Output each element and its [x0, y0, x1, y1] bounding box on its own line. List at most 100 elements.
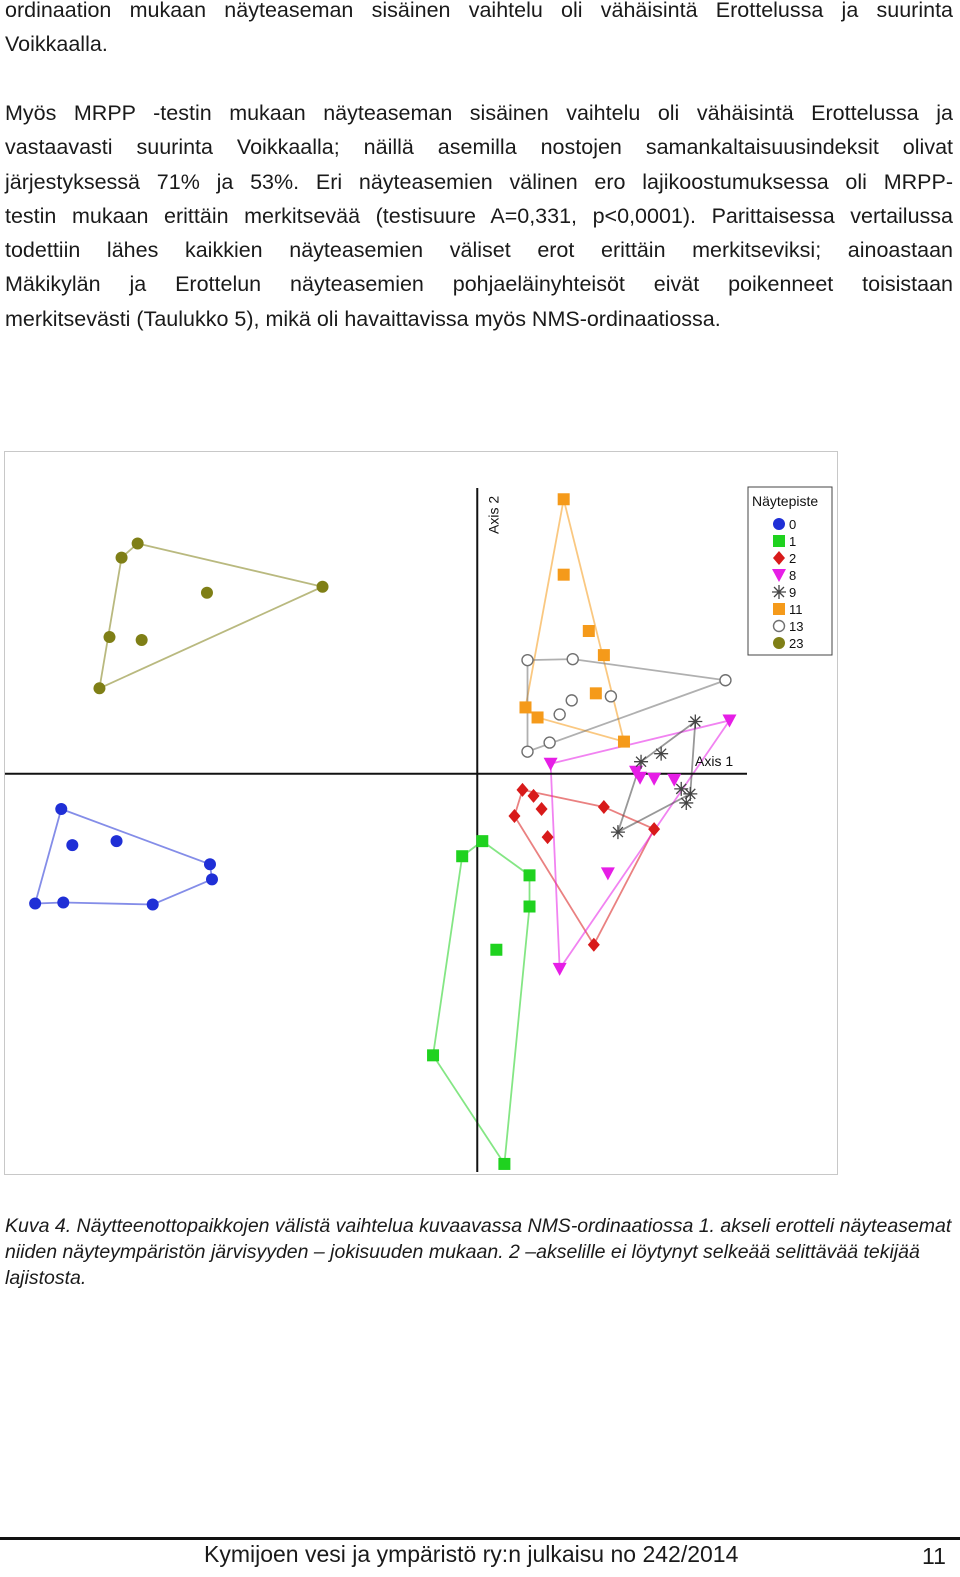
point-series-0 [205, 873, 218, 886]
point-series-0 [57, 896, 70, 909]
points-layer [29, 493, 737, 1170]
point-series-2 [648, 822, 661, 837]
text-line: testin mukaan erittäin merkitsevää (test… [5, 203, 953, 228]
intro-paragraph: ordinaation mukaan näyteaseman sisäinen … [5, 0, 953, 62]
point-series-1 [476, 835, 489, 848]
point-series-23 [131, 537, 144, 550]
point-series-9 [610, 825, 625, 840]
point-series-9 [679, 795, 694, 810]
point-series-23 [200, 586, 213, 599]
legend-marker-11 [773, 603, 785, 615]
axes-layer: Axis 2 Axis 1 [5, 488, 747, 1172]
point-series-9 [674, 781, 689, 796]
point-series-11 [557, 493, 570, 506]
point-series-9 [654, 746, 669, 761]
legend-marker-0 [773, 518, 785, 530]
page-number: 11 [922, 1543, 946, 1569]
legend-marker-1 [773, 535, 785, 547]
legend-label-13: 13 [789, 619, 803, 634]
legend-marker-2 [773, 551, 785, 565]
point-series-8 [647, 772, 662, 786]
point-series-8 [543, 757, 558, 771]
hull-layer [33, 499, 732, 1167]
point-series-11 [582, 624, 595, 637]
point-series-0 [203, 858, 216, 871]
figure-caption: Kuva 4. Näytteenottopaikkojen välistä va… [5, 1215, 952, 1289]
point-series-23 [135, 634, 148, 647]
point-series-2 [541, 830, 554, 845]
point-series-9 [634, 754, 649, 769]
point-series-8 [600, 867, 615, 881]
text-line: todettiin lähes kaikkien näyteasemien vä… [5, 238, 953, 263]
axis-1-label: Axis 1 [695, 753, 733, 769]
legend-box [747, 486, 833, 656]
point-series-13 [543, 736, 556, 749]
point-series-2 [516, 782, 529, 797]
point-series-2 [597, 799, 610, 814]
point-series-11 [597, 649, 610, 662]
legend: Näytepiste 0 1 2 8 9 11 13 23 [747, 486, 833, 656]
point-series-11 [531, 711, 544, 724]
point-series-23 [316, 580, 329, 593]
legend-marker-9 [772, 585, 786, 599]
legend-marker-8 [772, 569, 786, 582]
text-line: ordinaation mukaan näyteaseman sisäinen … [5, 0, 953, 22]
point-series-2 [508, 809, 521, 824]
point-series-23 [93, 682, 106, 695]
point-series-2 [587, 937, 600, 952]
hull-series-1 [432, 840, 531, 1167]
text-line: merkitsevästi (Taulukko 5), mikä oli hav… [5, 306, 721, 331]
point-series-23 [115, 551, 128, 564]
point-series-1 [523, 900, 536, 913]
point-series-1 [427, 1049, 440, 1062]
point-series-9 [688, 714, 703, 729]
point-series-1 [498, 1157, 511, 1170]
point-series-2 [527, 788, 540, 803]
legend-label-11: 11 [789, 602, 803, 617]
point-series-1 [523, 869, 536, 882]
point-series-0 [110, 835, 123, 848]
point-series-13 [604, 690, 618, 703]
footer-publication: Kymijoen vesi ja ympäristö ry:n julkaisu… [204, 1541, 739, 1567]
text-line: Mäkikylän ja Erottelun näyteasemien pohj… [5, 272, 953, 297]
point-series-11 [519, 701, 532, 714]
legend-label-9: 9 [789, 585, 796, 600]
point-series-2 [535, 801, 548, 816]
footer-rule [0, 1537, 960, 1540]
hull-series-23 [98, 542, 326, 690]
hull-series-2 [513, 788, 656, 947]
point-series-0 [29, 897, 42, 910]
mrpp-paragraph: Myös MRPP -testin mukaan näyteaseman sis… [5, 96, 953, 336]
text-line: Voikkaalla. [5, 32, 108, 57]
point-series-11 [617, 735, 630, 748]
point-series-13 [565, 694, 578, 707]
legend-label-1: 1 [789, 534, 796, 549]
point-series-0 [55, 802, 68, 815]
point-series-1 [490, 943, 503, 956]
point-series-13 [521, 745, 534, 758]
legend-label-23: 23 [789, 636, 803, 651]
text-line: vastaavasti suurinta Voikkaalla; näillä … [5, 135, 953, 160]
point-series-8 [552, 962, 567, 976]
hull-series-0 [33, 807, 213, 906]
point-series-13 [566, 652, 579, 666]
axis-2-label: Axis 2 [485, 496, 501, 534]
legend-label-2: 2 [789, 551, 796, 566]
point-series-8 [633, 771, 648, 785]
text-line: järjestyksessä 71% ja 53%. Eri näyteasem… [5, 169, 953, 194]
point-series-8 [667, 773, 682, 787]
point-series-11 [589, 687, 602, 700]
nms-ordination-chart: Axis 2 Axis 1 Näytepiste 0 1 2 8 9 11 13 23 [5, 486, 833, 1172]
legend-marker-13 [772, 619, 786, 633]
text-line: Myös MRPP -testin mukaan näyteaseman sis… [5, 101, 953, 125]
legend-label-0: 0 [789, 517, 796, 532]
point-series-13 [553, 708, 566, 721]
point-series-0 [66, 839, 79, 852]
point-series-13 [521, 653, 534, 667]
point-series-9 [683, 786, 698, 801]
nms-ordination-figure: Axis 2 Axis 1 Näytepiste 0 1 2 8 9 11 13 23 [4, 451, 838, 1175]
point-series-1 [456, 850, 469, 863]
point-series-11 [557, 568, 570, 581]
legend-label-8: 8 [789, 568, 796, 583]
point-series-8 [722, 714, 737, 728]
